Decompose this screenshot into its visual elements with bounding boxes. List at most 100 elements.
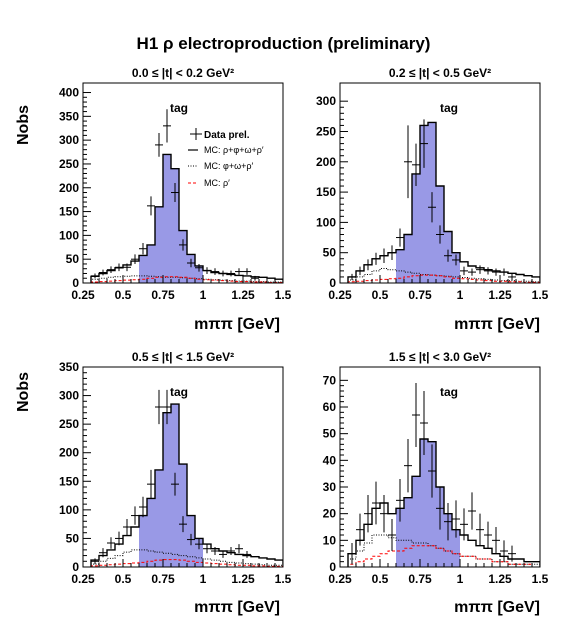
panel-1-xtick-label-2: 0.75: [408, 288, 432, 302]
panel-2-xtick-label-3: 1: [200, 572, 207, 586]
panel-1-ytick-label-4: 200: [316, 155, 336, 169]
panel-1-rho-fill-bin-7: [404, 234, 412, 283]
panel-1-xlabel: mππ [GeV]: [454, 316, 540, 333]
panel-3-rho-fill-bin-13: [452, 529, 460, 567]
panel-3-ytick-label-3: 30: [323, 480, 337, 494]
panel-2-rho-fill-bin-8: [155, 469, 163, 567]
panel-1-xtick-label-4: 1.25: [488, 288, 512, 302]
panel-0-xtick-label-1: 0.5: [115, 288, 132, 302]
panel-1-title: 0.2 ≤ |t| < 0.5 GeV²: [389, 66, 491, 80]
panel-2-frame: [82, 366, 284, 568]
panel-3-xtick-label-1: 0.5: [372, 572, 389, 586]
panel-1-rho-fill-bin-8: [412, 173, 420, 283]
panel-3-rho-fill-bin-12: [444, 513, 452, 567]
panel-0-title: 0.0 ≤ |t| < 0.2 GeV²: [132, 66, 234, 80]
panel-2-rho-fill-bin-6: [139, 515, 147, 567]
panel-2-xtick-label-1: 0.5: [115, 572, 132, 586]
panel-1-xtick-label-1: 0.5: [372, 288, 389, 302]
panel-3-xtick-label-0: 0.25: [328, 572, 352, 586]
panel-2-tag: tag: [170, 385, 188, 399]
panel-2-xtick-label-0: 0.25: [71, 572, 95, 586]
panel-2-ytick-label-2: 100: [59, 503, 79, 517]
panel-1-ytick-label-5: 250: [316, 124, 336, 138]
panel-0-rho-fill-bin-9: [163, 154, 171, 283]
panel-0-rho-fill-bin-7: [147, 244, 155, 283]
panel-1-xtick-label-5: 1.5: [532, 288, 549, 302]
panel-3: 1.5 ≤ |t| < 3.0 GeV² tag mππ [GeV]: [389, 350, 540, 616]
panel-0-ytick-label-8: 400: [59, 86, 79, 100]
panel-1-rho-fill-bin-13: [452, 252, 460, 283]
panel-1-ytick-label-0: 0: [329, 276, 336, 290]
panel-3-ytick-label-5: 50: [323, 427, 337, 441]
panel-2: 0.5 ≤ |t| < 1.5 GeV² tag mππ [GeV] Nobs: [15, 350, 280, 616]
panel-2-rho-fill-bin-11: [179, 464, 187, 567]
legend-mc-total-label: MC: ρ+φ+ω+ρ′: [204, 145, 264, 155]
panel-0-ytick-label-0: 0: [72, 276, 79, 290]
panel-2-ytick-label-5: 250: [59, 417, 79, 431]
panel-3-rho-fill-bin-8: [412, 476, 420, 567]
panel-0-ytick-label-1: 50: [66, 252, 80, 266]
panel-2-xtick-label-4: 1.25: [231, 572, 255, 586]
panel-3-ytick-label-4: 40: [323, 453, 337, 467]
panel-0-plot-area: [90, 109, 283, 283]
panel-0-rho-fill-bin-11: [179, 230, 187, 283]
panel-0-xlabel: mππ [GeV]: [194, 316, 280, 333]
panel-3-title: 1.5 ≤ |t| < 3.0 GeV²: [389, 350, 491, 364]
panel-3-ytick-label-1: 10: [323, 533, 337, 547]
panel-0-frame: [82, 82, 284, 284]
panel-0-rho-fill-bin-10: [171, 168, 179, 283]
panel-0-ytick-label-3: 150: [59, 205, 79, 219]
panel-2-mc-total-line: [90, 403, 283, 567]
panel-2-ytick-label-0: 0: [72, 560, 79, 574]
figure-title: H1 ρ electroproduction (preliminary): [136, 34, 431, 53]
panel-3-xtick-label-3: 1: [457, 572, 464, 586]
panel-2-xlabel: mππ [GeV]: [194, 599, 280, 616]
panel-0-ytick-label-4: 200: [59, 181, 79, 195]
panel-0-xtick-label-5: 1.5: [275, 288, 292, 302]
panel-2-ytick-label-3: 150: [59, 474, 79, 488]
panel-1-ytick-label-2: 100: [316, 215, 336, 229]
panel-3-ytick-label-6: 60: [323, 400, 337, 414]
panel-1-ytick-label-6: 300: [316, 94, 336, 108]
panel-0-mc-rho-prime-line: [90, 276, 283, 283]
panel-1-frame: [339, 82, 541, 284]
panel-0-rho-fill-bin-6: [139, 255, 147, 283]
panel-2-ytick-label-7: 350: [59, 360, 79, 374]
panel-0-ytick-label-5: 250: [59, 157, 79, 171]
panel-3-rho-fill-bin-7: [404, 497, 412, 567]
panel-3-rho-fill-bin-9: [420, 439, 428, 567]
panel-3-tag: tag: [440, 385, 458, 399]
panel-2-ytick-label-4: 200: [59, 446, 79, 460]
panel-2-rho-fill-bin-13: [195, 538, 203, 567]
panel-3-frame: [339, 366, 541, 568]
panel-2-rho-fill-bin-7: [147, 498, 155, 567]
panel-1-ytick-label-3: 150: [316, 185, 336, 199]
panel-3-plot-area: [347, 383, 540, 567]
panel-0-xtick-label-4: 1.25: [231, 288, 255, 302]
panel-0-tag: tag: [170, 101, 188, 115]
panel-0-ytick-label-7: 350: [59, 109, 79, 123]
panel-1-mc-bkg-line: [347, 268, 540, 283]
panel-1-rho-fill-bin-6: [396, 249, 404, 283]
panel-2-title: 0.5 ≤ |t| < 1.5 GeV²: [132, 350, 234, 364]
panel-3-rho-fill-bin-10: [428, 441, 436, 567]
panel-0-rho-fill-bin-8: [155, 206, 163, 283]
panel-3-ytick-label-7: 70: [323, 373, 337, 387]
panel-3-xlabel: mππ [GeV]: [454, 599, 540, 616]
panel-0-ytick-label-6: 300: [59, 133, 79, 147]
panel-2-ytick-label-1: 50: [66, 531, 80, 545]
panel-1-mc-rho-prime-line: [347, 274, 540, 283]
panel-3-ytick-label-0: 0: [329, 560, 336, 574]
panel-1-xtick-label-0: 0.25: [328, 288, 352, 302]
panel-2-rho-fill-bin-9: [163, 412, 171, 567]
legend-data-label: Data prel.: [204, 130, 250, 141]
panel-2-mc-rho-prime-line: [90, 559, 283, 567]
panel-3-rho-fill-bin-6: [396, 508, 404, 567]
panel-3-xtick-label-5: 1.5: [532, 572, 549, 586]
panel-3-mc-rho-prime-line: [347, 545, 540, 567]
legend-mc-rho-prime-label: MC: ρ′: [204, 178, 230, 188]
panel-1-ytick-label-1: 50: [323, 246, 337, 260]
panel-0-rho-fill-bin-12: [187, 254, 195, 283]
panel-2-ytick-label-6: 300: [59, 389, 79, 403]
